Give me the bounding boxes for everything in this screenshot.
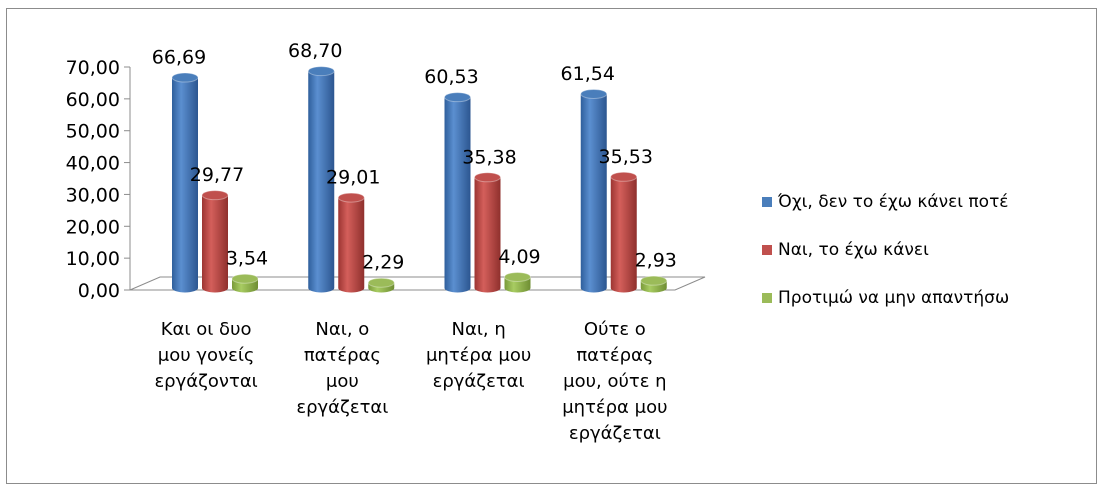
- bar-top: [474, 172, 501, 183]
- data-label: 29,77: [190, 164, 244, 186]
- bar: [367, 277, 395, 293]
- legend-item: Ναι, το έχω κάνει: [762, 240, 929, 260]
- bar: [231, 273, 259, 293]
- data-label: 61,54: [561, 63, 615, 85]
- legend-label: Προτιμώ να μην απαντήσω: [778, 288, 1009, 308]
- y-tick-label: 50,00: [66, 121, 120, 143]
- bar-body: [172, 77, 198, 293]
- category-label: Ούτε ο: [584, 319, 646, 340]
- legend-label: Όχι, δεν το έχω κάνει ποτέ: [777, 192, 1009, 212]
- legend-swatch: [762, 197, 772, 207]
- bar: [580, 88, 608, 293]
- category-label: μου, ούτε η: [563, 371, 666, 392]
- category-label: μητέρα μου: [562, 397, 667, 418]
- y-tick-label: 40,00: [66, 153, 120, 175]
- y-tick-label: 30,00: [66, 184, 120, 206]
- bar: [504, 271, 531, 293]
- bar-body: [338, 197, 365, 293]
- bar-body: [444, 97, 471, 293]
- data-label: 68,70: [288, 40, 342, 62]
- category-label: εργάζεται: [433, 371, 525, 392]
- chart-bars: [171, 66, 668, 293]
- bar-body: [308, 71, 335, 293]
- category-label: εργάζονται: [154, 371, 257, 392]
- chart-category-labels: Και οι δυο μου γονείς εργάζονται Ναι, ο πατέ…: [154, 319, 667, 444]
- bar-top: [171, 72, 199, 83]
- y-tick-label: 0,00: [78, 280, 120, 302]
- category-label: μου γονείς: [158, 345, 255, 366]
- bar-top: [610, 171, 638, 182]
- bar-top: [201, 190, 229, 201]
- bar: [307, 66, 335, 293]
- bar-top: [640, 275, 668, 286]
- bar-top: [580, 88, 608, 99]
- legend-item: Προτιμώ να μην απαντήσω: [762, 288, 1009, 308]
- category-label: πατέρας: [304, 345, 381, 366]
- data-label: 35,53: [599, 146, 653, 168]
- legend-item: Όχι, δεν το έχω κάνει ποτέ: [762, 192, 1009, 212]
- data-label: 3,54: [226, 248, 268, 270]
- y-tick-label: 10,00: [66, 248, 120, 270]
- chart-data-labels: 66,69 29,77 3,54 68,70 29,01 2,29 60,53 35,38 4,…: [152, 40, 677, 274]
- legend-swatch: [762, 245, 772, 255]
- bar: [640, 275, 668, 293]
- y-tick-label: 70,00: [66, 57, 120, 79]
- category-label: Ναι, η: [451, 319, 505, 340]
- category-label: μητέρα μου: [426, 345, 531, 366]
- data-label: 4,09: [498, 246, 540, 268]
- bar-top: [504, 271, 531, 282]
- bar-body: [202, 195, 228, 293]
- bar-body: [610, 176, 637, 293]
- data-label: 2,93: [635, 250, 677, 272]
- bar-top: [444, 92, 471, 103]
- category-label: Ναι, ο: [315, 319, 369, 340]
- chart-legend: Όχι, δεν το έχω κάνει ποτέ Ναι, το έχω κά…: [762, 192, 1009, 308]
- bar: [474, 172, 501, 293]
- bar-top: [231, 273, 259, 284]
- chart-axes: 0,00 10,00 20,00 30,00 40,00 50,00 60,00 70,00: [66, 57, 706, 302]
- legend-label: Ναι, το έχω κάνει: [778, 240, 929, 260]
- bar: [171, 72, 199, 293]
- bar-top: [307, 66, 335, 77]
- bar-top: [337, 192, 365, 203]
- category-label: πατέρας: [576, 345, 653, 366]
- data-label: 66,69: [152, 47, 206, 69]
- bar-body: [580, 93, 607, 293]
- bar: [610, 171, 638, 293]
- category-label: Και οι δυο: [161, 319, 252, 340]
- y-tick-label: 20,00: [66, 216, 120, 238]
- bar: [444, 92, 471, 293]
- bar: [337, 192, 365, 293]
- bar: [201, 190, 229, 293]
- bar-body: [474, 177, 501, 293]
- data-label: 35,38: [462, 146, 516, 168]
- data-label: 2,29: [362, 252, 404, 274]
- data-label: 29,01: [326, 167, 380, 189]
- bar-top: [367, 277, 395, 288]
- y-tick-label: 60,00: [66, 89, 120, 111]
- data-label: 60,53: [424, 66, 478, 88]
- category-label: εργάζεται: [296, 397, 388, 418]
- category-label: εργάζεται: [569, 423, 661, 444]
- legend-swatch: [762, 293, 772, 303]
- category-label: μου: [326, 371, 359, 392]
